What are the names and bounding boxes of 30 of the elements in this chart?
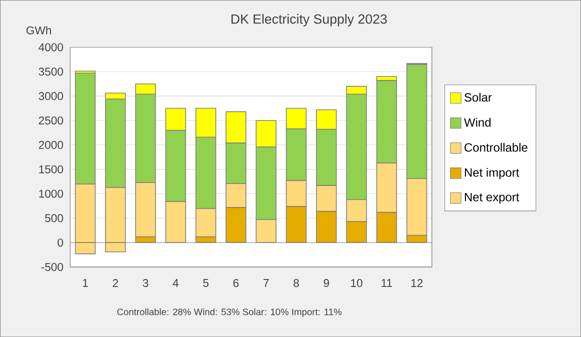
x-tick-label: 9 xyxy=(324,278,329,287)
legend-label: Controllable xyxy=(464,142,528,152)
y-tick-label: 2500 xyxy=(38,116,64,124)
x-tick-label: 3 xyxy=(142,278,148,287)
y-tick-label: 1000 xyxy=(39,190,64,198)
y-tick-label: 3500 xyxy=(38,68,64,76)
y-tick-label: -500 xyxy=(41,262,64,271)
y-tick-label: 3000 xyxy=(38,92,64,100)
y-axis-title: GWh xyxy=(26,26,51,34)
x-tick-label: 11 xyxy=(382,278,392,287)
x-tick-label: 10 xyxy=(351,278,362,287)
x-tick-label: 8 xyxy=(294,278,299,287)
y-tick-label: 0 xyxy=(58,238,64,246)
x-tick-label: 4 xyxy=(172,278,179,287)
legend-label: Solar xyxy=(464,92,492,102)
y-tick-label: 2000 xyxy=(38,140,64,149)
y-tick-label: 4000 xyxy=(38,43,64,52)
x-tick-label: 6 xyxy=(233,278,239,287)
x-tick-label: 1 xyxy=(82,278,88,287)
x-tick-label: 5 xyxy=(203,278,209,287)
text: Controllable: 28% Wind: 53% Solar: 10% Import: 11% xyxy=(117,308,342,317)
legend-label: Net export xyxy=(464,192,520,204)
x-tick-label: 12 xyxy=(411,278,423,287)
x-tick-label: 2 xyxy=(112,278,118,287)
y-tick-label: 500 xyxy=(45,214,64,222)
chart-title: DK Electricity Supply 2023 xyxy=(232,14,387,26)
y-tick-label: 1500 xyxy=(39,165,64,174)
x-tick-label: 7 xyxy=(264,278,269,287)
legend-label: Wind xyxy=(464,118,491,127)
legend-label: Net import xyxy=(464,168,520,180)
